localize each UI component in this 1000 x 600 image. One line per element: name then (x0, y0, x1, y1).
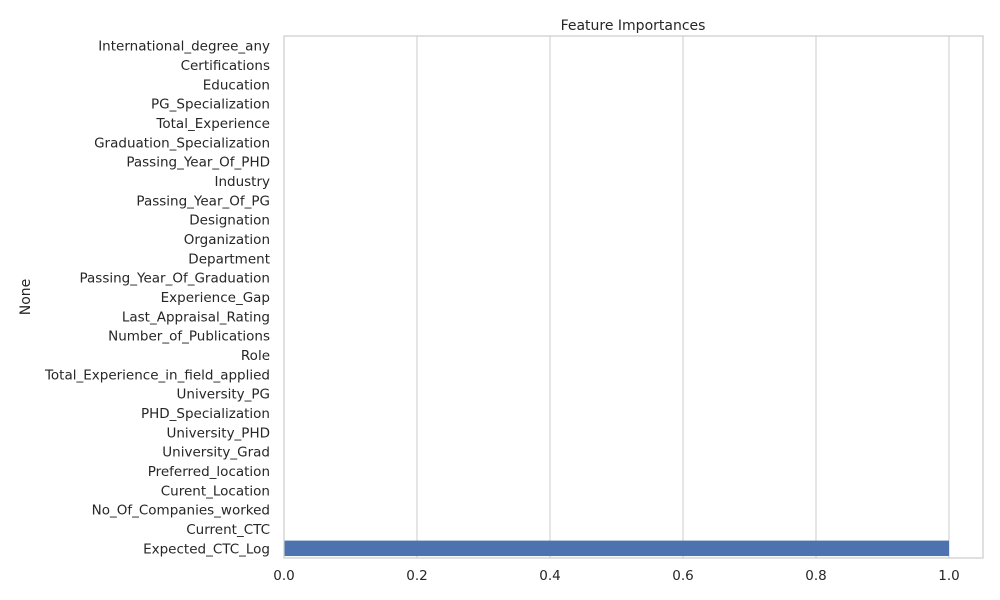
bar (284, 540, 949, 557)
y-tick-label: Preferred_location (148, 464, 270, 480)
y-tick-label: International_degree_any (98, 39, 270, 55)
y-tick-label: Education (203, 77, 270, 93)
y-tick-label: Experience_Gap (161, 290, 270, 306)
y-axis-label: None (18, 279, 34, 316)
x-tick-label: 0.2 (406, 568, 427, 584)
y-tick-labels: International_degree_any Certifications Ed… (44, 39, 270, 558)
y-tick-label: Role (241, 348, 270, 364)
y-tick-label: Number_of_Publications (108, 329, 270, 345)
y-tick-label: Last_Appraisal_Rating (122, 309, 270, 325)
y-tick-label: Department (188, 251, 270, 267)
y-tick-label: University_PG (177, 387, 270, 403)
x-tick-label: 1.0 (938, 568, 959, 584)
y-tick-label: Current_CTC (186, 522, 270, 538)
x-tick-labels: 0.0 0.2 0.4 0.6 0.8 1.0 (273, 568, 959, 584)
y-tick-label: Designation (189, 213, 270, 229)
y-tick-label: Industry (214, 174, 270, 190)
y-tick-label: Curent_Location (161, 483, 270, 499)
y-tick-label: Organization (184, 232, 270, 248)
plot-frame (283, 35, 984, 559)
x-tick-label: 0.4 (539, 568, 560, 584)
chart-title: Feature Importances (561, 18, 706, 34)
bars (284, 540, 949, 557)
gridlines (416, 36, 950, 558)
y-tick-label: Total_Experience (155, 116, 270, 132)
y-tick-label: Passing_Year_Of_PG (136, 193, 270, 209)
y-tick-label: Passing_Year_Of_Graduation (79, 271, 270, 287)
y-tick-label: No_Of_Companies_worked (92, 503, 270, 519)
y-tick-label: PG_Specialization (151, 97, 270, 113)
x-tick-label: 0.0 (273, 568, 294, 584)
y-tick-label: Certifications (181, 58, 270, 74)
y-tick-label: Graduation_Specialization (94, 135, 270, 151)
y-tick-label: Expected_CTC_Log (143, 541, 270, 557)
y-tick-label: University_PHD (166, 425, 270, 441)
x-tick-label: 0.8 (805, 568, 826, 584)
y-tick-label: University_Grad (162, 445, 270, 461)
y-tick-label: Total_Experience_in_field_applied (44, 367, 270, 383)
y-tick-label: PHD_Specialization (141, 406, 270, 422)
x-tick-label: 0.6 (672, 568, 693, 584)
y-tick-label: Passing_Year_Of_PHD (126, 155, 270, 171)
